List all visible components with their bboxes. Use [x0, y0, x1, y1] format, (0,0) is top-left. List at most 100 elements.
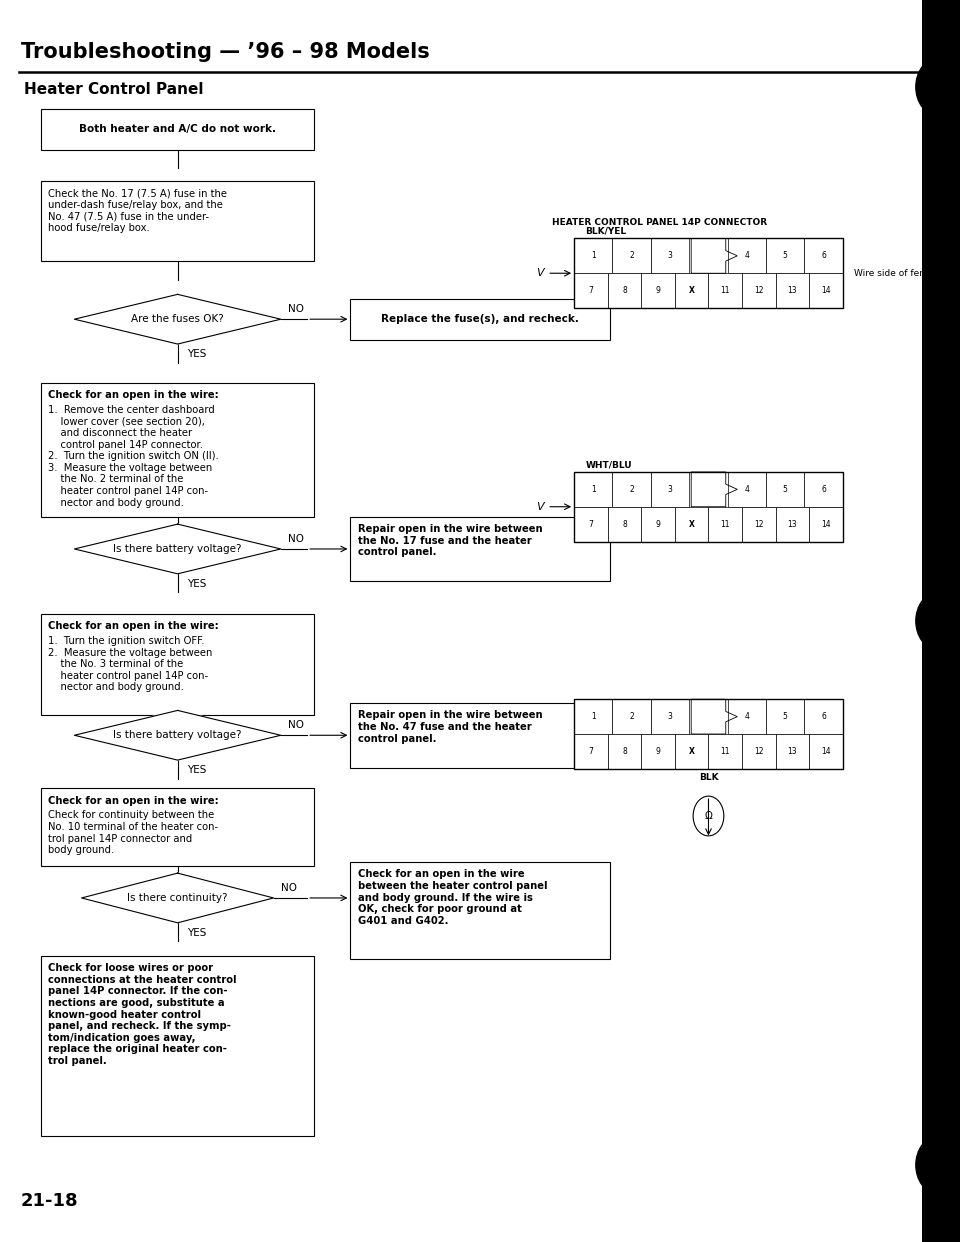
FancyBboxPatch shape	[651, 238, 689, 273]
Text: 6: 6	[821, 484, 827, 494]
Text: 3: 3	[667, 251, 673, 261]
Text: NO: NO	[288, 534, 304, 544]
Circle shape	[916, 1136, 960, 1194]
FancyBboxPatch shape	[574, 273, 608, 308]
FancyBboxPatch shape	[41, 956, 315, 1135]
Text: 14: 14	[821, 286, 831, 296]
FancyBboxPatch shape	[776, 273, 809, 308]
Text: 11: 11	[721, 286, 730, 296]
FancyBboxPatch shape	[804, 238, 843, 273]
Polygon shape	[75, 524, 280, 574]
Text: 8: 8	[622, 286, 627, 296]
Text: Replace the fuse(s), and recheck.: Replace the fuse(s), and recheck.	[381, 314, 579, 324]
FancyBboxPatch shape	[809, 734, 843, 769]
FancyBboxPatch shape	[350, 517, 610, 581]
Text: Check for an open in the wire
between the heater control panel
and body ground. : Check for an open in the wire between th…	[358, 869, 547, 925]
Text: Check for loose wires or poor
connections at the heater control
panel 14P connec: Check for loose wires or poor connection…	[49, 964, 237, 1066]
Text: 3: 3	[667, 712, 673, 722]
FancyBboxPatch shape	[809, 507, 843, 542]
Text: 14: 14	[821, 746, 831, 756]
Text: Check for continuity between the
No. 10 terminal of the heater con-
trol panel 1: Check for continuity between the No. 10 …	[49, 810, 219, 856]
FancyBboxPatch shape	[728, 238, 766, 273]
FancyBboxPatch shape	[612, 472, 651, 507]
Text: Troubleshooting — ’96 – 98 Models: Troubleshooting — ’96 – 98 Models	[21, 42, 430, 62]
FancyBboxPatch shape	[608, 273, 641, 308]
Text: Check for an open in the wire:: Check for an open in the wire:	[49, 795, 219, 806]
Text: HEATER CONTROL PANEL 14P CONNECTOR: HEATER CONTROL PANEL 14P CONNECTOR	[552, 219, 767, 227]
FancyBboxPatch shape	[574, 734, 608, 769]
Text: Is there continuity?: Is there continuity?	[128, 893, 228, 903]
FancyBboxPatch shape	[728, 699, 766, 734]
FancyBboxPatch shape	[804, 699, 843, 734]
FancyBboxPatch shape	[804, 472, 843, 507]
Text: X: X	[688, 746, 695, 756]
Text: 9: 9	[656, 746, 660, 756]
Text: Heater Control Panel: Heater Control Panel	[24, 82, 204, 97]
Text: 1.  Turn the ignition switch OFF.
2.  Measure the voltage between
    the No. 3 : 1. Turn the ignition switch OFF. 2. Meas…	[49, 636, 213, 692]
FancyBboxPatch shape	[742, 273, 776, 308]
Text: WHT/BLU: WHT/BLU	[586, 461, 633, 469]
Text: YES: YES	[187, 765, 206, 775]
Polygon shape	[75, 710, 280, 760]
Text: 8: 8	[622, 746, 627, 756]
Text: 8: 8	[622, 519, 627, 529]
Text: 3: 3	[667, 484, 673, 494]
Circle shape	[916, 58, 960, 116]
Text: 13: 13	[787, 746, 798, 756]
Text: YES: YES	[187, 579, 206, 589]
FancyBboxPatch shape	[350, 862, 610, 959]
Text: 1: 1	[591, 251, 595, 261]
Text: 4: 4	[744, 251, 750, 261]
Text: V: V	[536, 502, 543, 512]
Text: Repair open in the wire between
the No. 47 fuse and the heater
control panel.: Repair open in the wire between the No. …	[358, 710, 542, 744]
Text: 13: 13	[787, 519, 798, 529]
Text: Is there battery voltage?: Is there battery voltage?	[113, 730, 242, 740]
FancyBboxPatch shape	[641, 273, 675, 308]
FancyBboxPatch shape	[608, 507, 641, 542]
Text: 7: 7	[588, 519, 593, 529]
FancyBboxPatch shape	[675, 273, 708, 308]
FancyBboxPatch shape	[41, 180, 315, 262]
Text: 12: 12	[755, 519, 763, 529]
Text: 2: 2	[630, 712, 634, 722]
FancyBboxPatch shape	[641, 507, 675, 542]
Text: 5: 5	[782, 712, 788, 722]
Text: Check for an open in the wire:: Check for an open in the wire:	[49, 390, 219, 400]
FancyBboxPatch shape	[776, 734, 809, 769]
FancyBboxPatch shape	[922, 0, 960, 1242]
FancyBboxPatch shape	[809, 273, 843, 308]
Text: 1: 1	[591, 712, 595, 722]
Text: Check for an open in the wire:: Check for an open in the wire:	[49, 621, 219, 631]
FancyBboxPatch shape	[574, 238, 612, 273]
FancyBboxPatch shape	[776, 507, 809, 542]
Text: 1.  Remove the center dashboard
    lower cover (see section 20),
    and discon: 1. Remove the center dashboard lower cov…	[49, 405, 219, 508]
Text: 6: 6	[821, 712, 827, 722]
Text: X: X	[688, 286, 695, 296]
FancyBboxPatch shape	[350, 703, 610, 768]
Circle shape	[916, 592, 960, 650]
Text: 7: 7	[588, 286, 593, 296]
Text: Both heater and A/C do not work.: Both heater and A/C do not work.	[79, 124, 276, 134]
FancyBboxPatch shape	[41, 789, 315, 867]
FancyBboxPatch shape	[41, 614, 315, 715]
FancyBboxPatch shape	[742, 507, 776, 542]
Polygon shape	[82, 873, 274, 923]
Text: 4: 4	[744, 712, 750, 722]
Text: Ω: Ω	[705, 811, 712, 821]
Text: 2: 2	[630, 484, 634, 494]
Text: 5: 5	[782, 484, 788, 494]
Text: V: V	[536, 268, 543, 278]
FancyBboxPatch shape	[612, 238, 651, 273]
Text: 12: 12	[755, 286, 763, 296]
FancyBboxPatch shape	[608, 734, 641, 769]
FancyBboxPatch shape	[766, 699, 804, 734]
Text: NO: NO	[281, 883, 298, 893]
FancyBboxPatch shape	[350, 298, 610, 339]
Text: BLK/YEL: BLK/YEL	[586, 227, 627, 236]
Text: 2: 2	[630, 251, 634, 261]
FancyBboxPatch shape	[574, 472, 612, 507]
FancyBboxPatch shape	[651, 699, 689, 734]
FancyBboxPatch shape	[675, 734, 708, 769]
FancyBboxPatch shape	[675, 507, 708, 542]
Text: 7: 7	[588, 746, 593, 756]
